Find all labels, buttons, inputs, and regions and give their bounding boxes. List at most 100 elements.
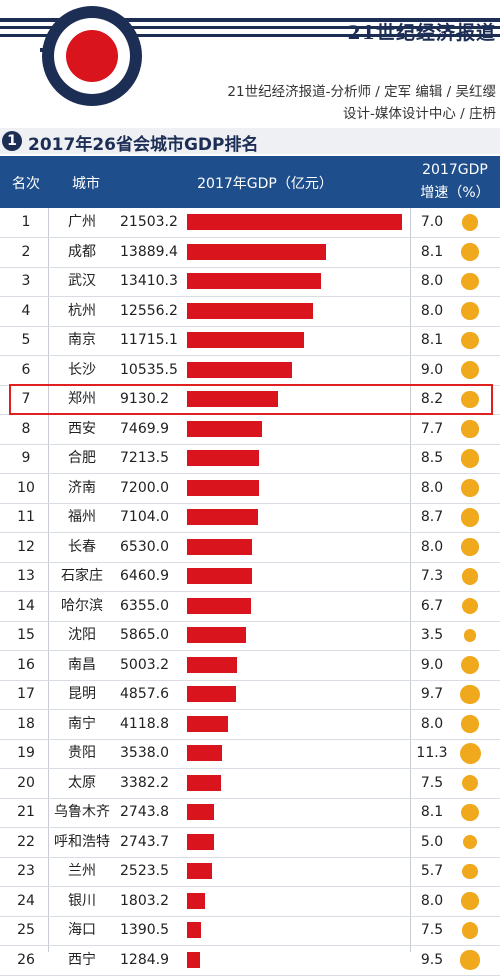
table-row: 3 武汉 13410.3 8.0 <box>0 267 500 297</box>
growth-dot <box>460 950 480 970</box>
growth-dot <box>460 684 480 705</box>
header-gdp: 2017年GDP（亿元） <box>197 176 333 192</box>
gdp-bar <box>187 243 326 260</box>
gdp-value-label: 4118.8 <box>120 715 169 732</box>
table-row: 21 乌鲁木齐 2743.8 8.1 <box>0 798 500 828</box>
header-growth-line1: 2017GDP <box>422 162 488 178</box>
gdp-value-label: 1390.5 <box>120 922 169 938</box>
gdp-value-label: 1284.9 <box>120 951 169 968</box>
table-row: 19 贵阳 3538.0 11.3 <box>0 739 500 769</box>
rank-cell: 13 <box>17 568 35 584</box>
gdp-bar <box>187 214 402 230</box>
table-row: 25 海口 1390.5 7.5 <box>0 916 500 946</box>
column-divider <box>410 208 411 952</box>
gdp-bar <box>187 774 221 791</box>
gdp-value-label: 5003.2 <box>120 656 169 673</box>
table-row: 15 沈阳 5865.0 3.5 <box>0 621 500 651</box>
city-cell: 合肥 <box>68 450 96 466</box>
table-row: 18 南宁 4118.8 8.0 <box>0 710 500 740</box>
gdp-value-label: 2523.5 <box>120 863 169 879</box>
growth-dot <box>461 390 479 409</box>
city-cell: 银川 <box>68 892 96 909</box>
title-number-badge: 1 <box>2 131 22 151</box>
gdp-bar <box>187 656 238 673</box>
rank-cell: 6 <box>21 361 31 378</box>
gdp-bar <box>187 892 206 909</box>
growth-dot <box>460 655 480 675</box>
city-cell: 郑州 <box>68 391 96 407</box>
header-city: 城市 <box>72 176 100 192</box>
table-row: 14 哈尔滨 6355.0 6.7 <box>0 592 500 622</box>
brand-title: 21世纪经济报道 <box>347 22 496 44</box>
city-cell: 西宁 <box>68 951 96 968</box>
growth-value-label: 11.3 <box>416 745 448 761</box>
growth-dot <box>460 449 479 468</box>
rank-cell: 21 <box>17 804 35 820</box>
growth-dot <box>461 302 479 320</box>
gdp-value-label: 4857.6 <box>120 686 169 702</box>
rank-cell: 17 <box>17 686 35 702</box>
rank-cell: 5 <box>21 332 31 348</box>
growth-value-label: 8.0 <box>420 302 444 319</box>
city-cell: 兰州 <box>68 863 96 879</box>
table-row: 6 长沙 10535.5 9.0 <box>0 356 500 386</box>
gdp-value-label: 21503.2 <box>120 214 178 230</box>
growth-dot <box>462 863 478 880</box>
gdp-bar <box>187 332 305 348</box>
chart-title: 2017年26省会城市GDP排名 <box>28 135 259 155</box>
gdp-bar <box>187 951 200 968</box>
city-cell: 昆明 <box>68 686 96 702</box>
gdp-bar <box>187 715 229 732</box>
growth-value-label: 8.0 <box>420 892 444 909</box>
city-cell: 武汉 <box>68 273 96 289</box>
gdp-bar <box>187 833 215 850</box>
gdp-value-label: 12556.2 <box>120 302 178 319</box>
city-cell: 南京 <box>68 332 96 348</box>
growth-dot <box>462 834 478 850</box>
city-cell: 沈阳 <box>68 627 96 643</box>
gdp-bar <box>187 568 252 584</box>
growth-dot <box>461 479 479 497</box>
gdp-value-label: 6355.0 <box>120 597 169 614</box>
city-cell: 杭州 <box>68 302 96 319</box>
gdp-bar <box>187 391 279 407</box>
table-row: 12 长春 6530.0 8.0 <box>0 533 500 563</box>
table-row: 8 西安 7469.9 7.7 <box>0 415 500 445</box>
gdp-bar <box>187 420 262 437</box>
table-row: 20 太原 3382.2 7.5 <box>0 769 500 799</box>
gdp-bar <box>187 597 251 614</box>
rank-cell: 12 <box>17 538 35 555</box>
gdp-bar <box>187 509 259 525</box>
rank-cell: 15 <box>17 627 35 643</box>
gdp-value-label: 3382.2 <box>120 774 169 791</box>
city-cell: 贵阳 <box>68 745 96 761</box>
growth-value-label: 8.0 <box>420 538 444 555</box>
city-cell: 西安 <box>68 420 96 437</box>
header-rank: 名次 <box>12 176 40 192</box>
city-cell: 成都 <box>68 243 96 260</box>
table-row: 13 石家庄 6460.9 7.3 <box>0 562 500 592</box>
rank-cell: 23 <box>17 863 35 879</box>
rank-cell: 18 <box>17 715 35 732</box>
gdp-value-label: 9130.2 <box>120 391 169 407</box>
ranking-table-body: 1 广州 21503.2 7.0 2 成都 13889.4 8.1 3 武汉 13410.3 8.0 4… <box>0 208 500 976</box>
growth-value-label: 8.2 <box>420 391 444 407</box>
city-cell: 长沙 <box>68 361 96 378</box>
table-row: 1 广州 21503.2 7.0 <box>0 208 500 238</box>
growth-value-label: 8.7 <box>420 509 444 525</box>
gdp-bar <box>187 361 293 378</box>
growth-dot <box>461 331 479 350</box>
city-cell: 福州 <box>68 509 96 525</box>
gdp-value-label: 2743.8 <box>120 804 169 820</box>
gdp-value-label: 2743.7 <box>120 833 169 850</box>
growth-value-label: 7.0 <box>420 214 444 230</box>
rank-cell: 1 <box>21 214 31 230</box>
growth-value-label: 9.0 <box>420 361 444 378</box>
city-cell: 长春 <box>68 538 96 555</box>
table-row: 5 南京 11715.1 8.1 <box>0 326 500 356</box>
city-cell: 呼和浩特 <box>54 833 110 850</box>
gdp-value-label: 10535.5 <box>120 361 178 378</box>
table-row: 23 兰州 2523.5 5.7 <box>0 857 500 887</box>
growth-dot <box>460 360 480 380</box>
growth-value-label: 9.5 <box>420 951 444 968</box>
